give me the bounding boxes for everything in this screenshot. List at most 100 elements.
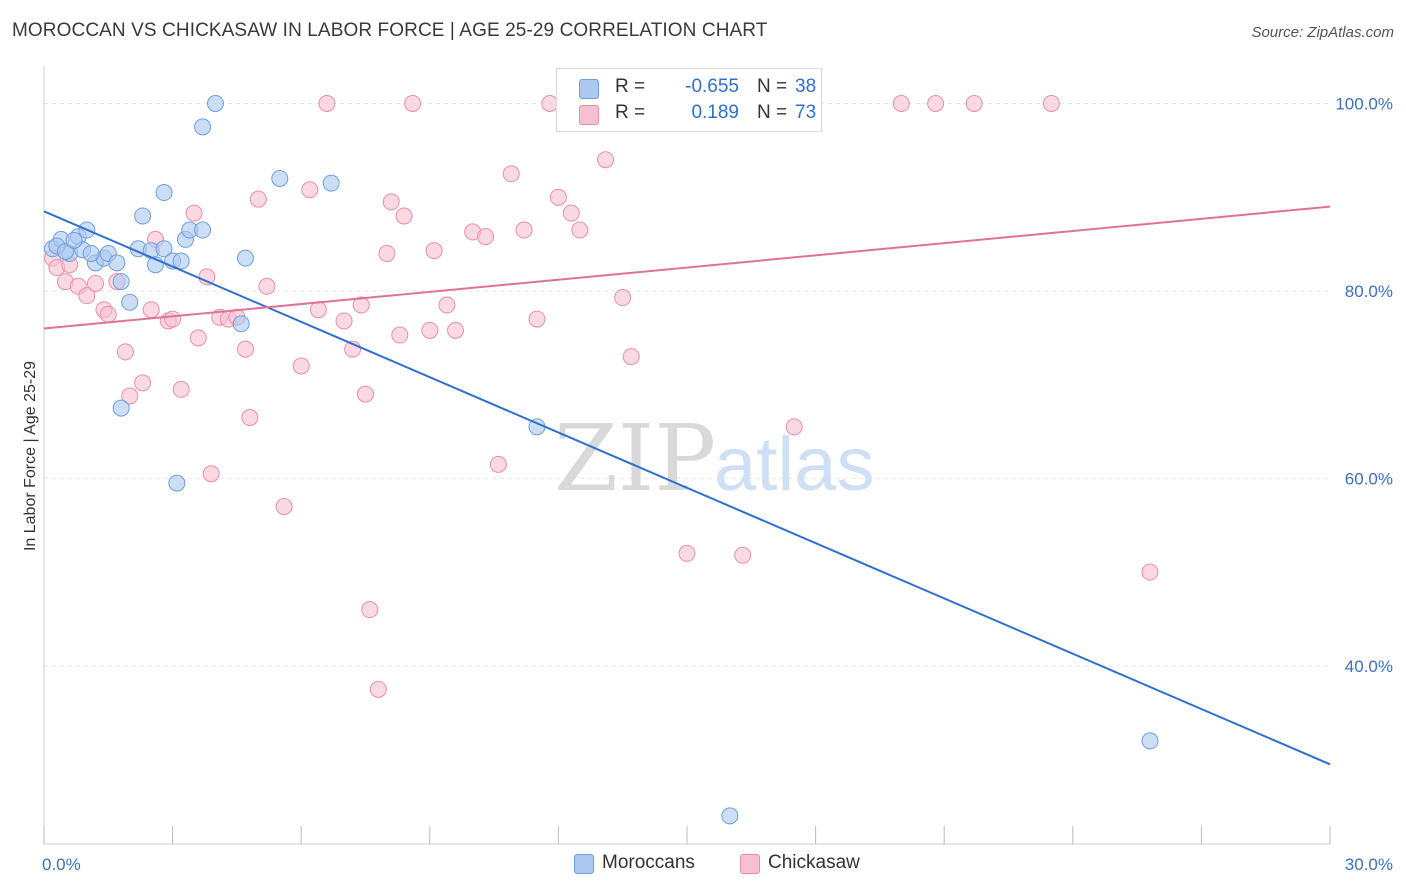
y-tick-label: 60.0%: [1345, 469, 1393, 488]
moroccans-point: [194, 118, 212, 136]
chickasaw-swatch: [740, 854, 760, 874]
chickasaw-point: [249, 190, 267, 208]
watermark-atlas: atlas: [714, 422, 875, 507]
moroccans-swatch: [579, 79, 599, 99]
chickasaw-point: [78, 287, 96, 305]
moroccans-swatch: [574, 854, 594, 874]
chickasaw-point: [404, 94, 422, 112]
chickasaw-point: [378, 244, 396, 262]
tick-labels: 100.0% 80.0% 60.0% 40.0% 0.0% 30.0%: [42, 94, 1393, 874]
moroccans-trend-line: [43, 210, 1331, 766]
chickasaw-point: [425, 242, 443, 260]
chickasaw-point: [357, 385, 374, 403]
chickasaw-point: [142, 301, 160, 319]
x-tick-label: 0.0%: [42, 855, 81, 874]
moroccans-point: [194, 221, 212, 239]
chickasaw-point: [678, 544, 696, 562]
chickasaw-point: [528, 310, 546, 328]
chickasaw-point: [489, 455, 507, 473]
moroccans-point: [155, 184, 173, 202]
chart-title: MOROCCAN VS CHICKASAW IN LABOR FORCE | A…: [12, 20, 768, 41]
r-label: R =: [615, 102, 646, 123]
moroccans-point: [206, 94, 224, 112]
moroccans-point: [1141, 732, 1159, 750]
chickasaw-point: [391, 326, 409, 344]
watermark-zip: ZIP: [554, 405, 716, 512]
chickasaw-point: [292, 357, 310, 375]
r-label: R =: [615, 76, 646, 97]
r-value: 0.189: [691, 102, 739, 123]
grid-lines: [44, 102, 1330, 667]
chickasaw-point: [309, 301, 327, 319]
chickasaw-point: [352, 296, 370, 314]
y-tick-label: 40.0%: [1345, 657, 1393, 676]
chickasaw-point: [447, 321, 465, 339]
moroccans-point: [155, 240, 173, 258]
moroccans-point: [112, 399, 130, 417]
chickasaw-point: [99, 305, 117, 323]
chickasaw-point: [172, 380, 190, 398]
chickasaw-point: [335, 312, 353, 330]
chickasaw-point: [1141, 563, 1159, 581]
chickasaw-point: [185, 204, 203, 222]
chickasaw-point: [571, 221, 589, 239]
n-label: N =: [757, 102, 788, 123]
chickasaw-point: [198, 268, 216, 286]
moroccans-point: [56, 243, 74, 261]
legend-label: Moroccans: [602, 852, 695, 873]
y-axis-label: In Labor Force | Age 25-29: [22, 361, 39, 551]
chickasaw-point: [549, 188, 567, 206]
chickasaw-point: [361, 601, 379, 619]
chickasaw-points: [44, 94, 1159, 698]
chickasaw-point: [395, 207, 413, 225]
chickasaw-swatch: [579, 105, 599, 125]
chickasaw-point: [477, 228, 495, 246]
moroccans-point: [271, 169, 289, 187]
chickasaw-point: [785, 418, 803, 436]
chickasaw-point: [275, 498, 293, 516]
chickasaw-point: [301, 181, 319, 199]
chickasaw-point: [1042, 94, 1060, 112]
chickasaw-point: [202, 465, 220, 483]
chickasaw-point: [622, 348, 640, 366]
chickasaw-point: [502, 165, 520, 183]
x-tick-label: 30.0%: [1345, 855, 1393, 874]
chickasaw-point: [121, 387, 139, 405]
moroccans-point: [322, 174, 340, 192]
chickasaw-point: [562, 204, 580, 222]
moroccans-point: [82, 244, 100, 262]
moroccans-point: [168, 474, 186, 492]
chickasaw-point: [421, 321, 439, 339]
trend-lines: [43, 205, 1331, 766]
chickasaw-point: [189, 329, 207, 347]
chickasaw-point: [614, 289, 632, 307]
n-value: 38: [795, 76, 817, 97]
r-value: -0.655: [685, 76, 739, 97]
moroccans-point: [108, 254, 126, 272]
chickasaw-point: [134, 374, 152, 392]
moroccans-point: [65, 231, 83, 249]
chickasaw-trend-line: [43, 205, 1331, 330]
axes: [43, 66, 1331, 845]
n-label: N =: [757, 76, 788, 97]
moroccans-point: [236, 249, 254, 267]
chickasaw-point: [236, 340, 254, 358]
moroccans-point: [121, 293, 139, 311]
chickasaw-point: [318, 94, 336, 112]
correlation-legend: R = -0.655 N = 38 R = 0.189 N = 73: [556, 68, 822, 132]
chickasaw-point: [927, 94, 945, 112]
chickasaw-point: [86, 274, 104, 292]
chickasaw-point: [258, 277, 276, 295]
watermark: ZIP atlas: [554, 405, 875, 512]
chickasaw-point: [892, 94, 910, 112]
legend-label: Chickasaw: [768, 852, 860, 873]
chickasaw-point: [965, 94, 983, 112]
chickasaw-point: [164, 310, 182, 328]
chickasaw-point: [369, 680, 387, 698]
moroccans-point: [232, 315, 250, 333]
chickasaw-point: [438, 296, 456, 314]
moroccans-point: [172, 252, 190, 270]
chickasaw-point: [515, 221, 533, 239]
n-value: 73: [795, 102, 817, 123]
